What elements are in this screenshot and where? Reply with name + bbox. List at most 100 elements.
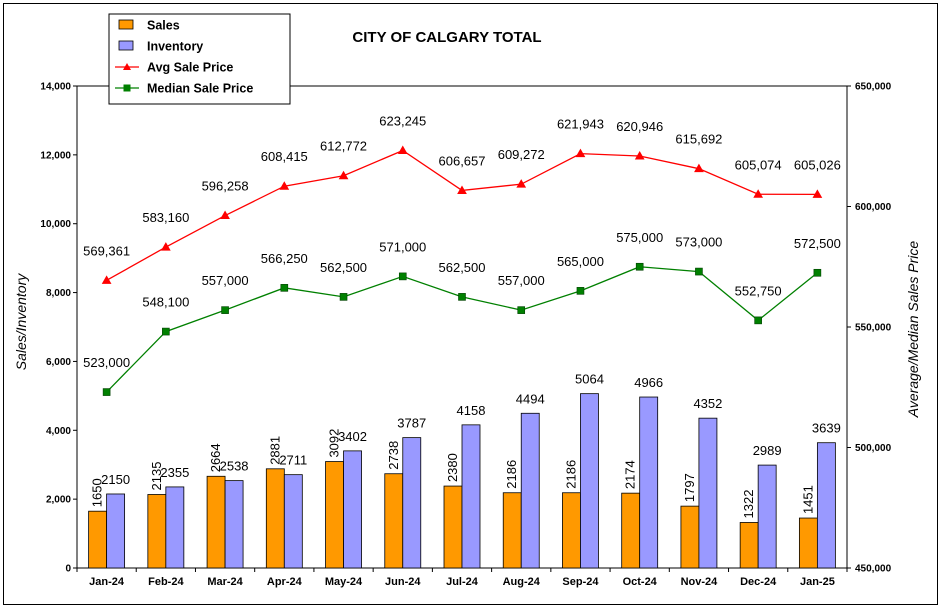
avg-price-marker (338, 170, 349, 180)
inventory-bar (757, 464, 777, 569)
sales-data-label: 1797 (682, 473, 697, 502)
avg-price-data-label: 615,692 (675, 132, 722, 147)
median-price-data-label: 575,000 (616, 230, 663, 245)
sales-bar (384, 473, 404, 569)
inventory-data-label: 3639 (812, 421, 841, 436)
median-price-data-label: 565,000 (557, 254, 604, 269)
legend-label: Sales (147, 19, 180, 33)
plot-area: 0 2,000 4,000 6,000 8,000 10,000 12,000 14,000 4… (40, 82, 891, 589)
sales-data-label: 2174 (623, 460, 638, 489)
median-price-data-label: 566,250 (261, 251, 308, 266)
median-price-data-label: 557,000 (498, 273, 545, 288)
y2-tick-label: 450,000 (855, 564, 892, 575)
legend-label: Median Sale Price (147, 82, 253, 96)
y-tick-label: 8,000 (46, 288, 71, 299)
inventory-bar (698, 417, 718, 569)
y2-tick-label: 500,000 (855, 443, 892, 454)
inventory-bar (343, 450, 362, 569)
inventory-bar (165, 486, 185, 569)
y2-tick-label: 650,000 (855, 82, 892, 93)
sales-bar (325, 461, 344, 569)
inventory-data-label: 2711 (279, 453, 307, 468)
inventory-data-label: 2538 (220, 459, 249, 474)
chart: CITY OF CALGARY TOTAL 0 2,000 4,000 6,000 8,… (13, 13, 921, 589)
inventory-bar (816, 442, 836, 569)
median-price-marker (517, 306, 526, 314)
sales-bar (798, 517, 818, 569)
sales-bar (443, 485, 463, 569)
legend-inventory-swatch (118, 40, 134, 51)
inventory-bar (224, 480, 244, 569)
sales-data-label: 2186 (504, 460, 519, 489)
avg-price-data-label: 606,657 (439, 153, 486, 168)
x-tick-label: Jun-24 (385, 576, 421, 588)
avg-price-marker (160, 242, 171, 251)
inventory-data-label: 4352 (693, 396, 722, 411)
x-tick-label: May-24 (325, 576, 363, 588)
y2-axis-label: Average/Median Sales Price (905, 241, 921, 419)
sales-data-label: 2881 (267, 436, 282, 465)
avg-price-data-label: 605,026 (794, 157, 841, 172)
legend-avg-marker (123, 63, 131, 70)
x-tick-label: Dec-24 (740, 576, 777, 588)
sales-bar (206, 475, 226, 569)
inventory-data-label: 4494 (516, 391, 545, 406)
median-price-data-label: 572,500 (794, 236, 841, 251)
x-tick-label: Oct-24 (623, 576, 658, 588)
inventory-bar (106, 493, 126, 569)
avg-price-marker (220, 210, 230, 220)
sales-data-label: 2380 (445, 453, 460, 482)
avg-price-data-label: 569,361 (83, 243, 130, 258)
sales-data-label: 2135 (149, 462, 164, 491)
y-tick-label: 0 (65, 564, 71, 575)
sales-bar (621, 492, 641, 569)
avg-price-marker (575, 148, 586, 158)
inventory-bar (461, 424, 481, 569)
x-tick-label: Sep-24 (562, 576, 599, 588)
sales-data-label: 1322 (741, 490, 756, 519)
inventory-data-label: 3787 (397, 416, 426, 431)
avg-price-data-label: 609,272 (498, 147, 545, 162)
avg-price-marker (397, 145, 408, 154)
x-tick-label: Jan-24 (89, 576, 125, 588)
x-tick-label: Mar-24 (207, 576, 243, 588)
x-tick-label: Apr-24 (267, 576, 303, 588)
avg-price-marker (457, 185, 467, 194)
y-tick-label: 14,000 (40, 82, 71, 93)
chart-frame: CITY OF CALGARY TOTAL 0 2,000 4,000 6,000 8,… (3, 3, 938, 605)
avg-price-data-label: 621,943 (557, 117, 604, 132)
median-price-marker (102, 388, 111, 396)
avg-price-data-label: 596,258 (202, 179, 249, 194)
y-tick-label: 6,000 (46, 357, 71, 368)
median-price-marker (280, 284, 289, 292)
inventory-bar (402, 437, 422, 569)
legend-box (108, 13, 291, 105)
inventory-data-label: 2150 (101, 472, 130, 487)
median-price-marker (576, 287, 585, 295)
y-tick-label: 10,000 (40, 219, 71, 230)
avg-price-marker (812, 189, 823, 198)
sales-data-label: 2664 (208, 443, 223, 472)
sales-bar (739, 522, 759, 569)
y-tick-label: 2,000 (46, 495, 71, 506)
inventory-data-label: 3402 (338, 429, 367, 444)
x-tick-label: Jul-24 (446, 576, 479, 588)
avg-price-marker (279, 181, 290, 190)
inventory-bar (520, 412, 540, 569)
median-price-marker (458, 293, 466, 301)
sales-data-label: 1650 (90, 478, 105, 507)
median-price-data-label: 562,500 (439, 260, 486, 275)
avg-price-marker (634, 151, 645, 160)
sales-bar (265, 468, 285, 569)
median-price-marker (635, 262, 644, 271)
inventory-bar (283, 474, 303, 569)
median-price-marker (695, 267, 703, 276)
avg-price-data-label: 605,074 (735, 157, 782, 172)
avg-price-marker (753, 189, 764, 198)
y-tick-label: 4,000 (46, 426, 71, 437)
y-axis-label: Sales/Inventory (13, 273, 29, 370)
sales-data-label: 2186 (563, 460, 578, 489)
sales-data-label: 3092 (327, 429, 342, 458)
median-price-marker (162, 327, 170, 336)
avg-price-data-label: 623,245 (379, 113, 426, 128)
